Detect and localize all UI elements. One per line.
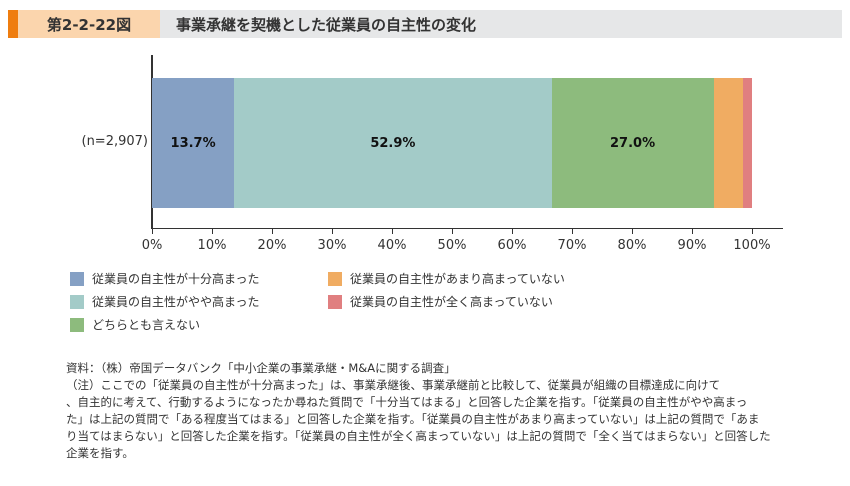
legend-label: 従業員の自主性があまり高まっていない	[350, 272, 565, 286]
note-line: （注）ここでの「従業員の自主性が十分高まった」は、事業承継後、事業承継前と比較し…	[66, 378, 721, 392]
data-label: 52.9%	[370, 135, 416, 151]
legend-swatch	[70, 317, 84, 332]
x-tick-label: 70%	[557, 238, 587, 253]
x-tick	[272, 228, 273, 234]
bar-segment: 52.9%	[234, 78, 552, 208]
figure-number: 第2-2-22図	[18, 10, 160, 38]
legend-label: 従業員の自主性がやや高まった	[92, 295, 260, 309]
x-tick-label: 0%	[141, 238, 163, 253]
legend-swatch	[70, 271, 84, 286]
legend-label: どちらとも言えない	[92, 318, 201, 332]
x-tick	[332, 228, 333, 234]
legend-item: 従業員の自主性が十分高まった	[70, 270, 260, 287]
note-line: 企業を指す。	[66, 446, 134, 460]
x-axis	[151, 228, 783, 229]
legend-item: どちらとも言えない	[70, 316, 200, 333]
x-tick-label: 10%	[197, 238, 227, 253]
x-tick	[212, 228, 213, 234]
legend-label: 従業員の自主性が全く高まっていない	[350, 295, 553, 309]
category-label: (n=2,907)	[81, 134, 149, 149]
x-tick-label: 30%	[317, 238, 347, 253]
bar-segment	[713, 78, 743, 208]
note-line: 資料：（株）帝国データバンク「中小企業の事業承継・M&Aに関する調査」	[66, 361, 456, 375]
legend-swatch	[328, 271, 342, 286]
stacked-bar: 13.7% 52.9% 27.0%	[152, 78, 752, 208]
x-tick-label: 90%	[677, 238, 707, 253]
x-tick	[692, 228, 693, 234]
source-notes: 資料：（株）帝国データバンク「中小企業の事業承継・M&Aに関する調査」 （注）ここ…	[66, 360, 786, 462]
x-tick	[452, 228, 453, 234]
legend-swatch	[70, 294, 84, 309]
legend-item: 従業員の自主性がやや高まった	[70, 293, 260, 310]
legend-item: 従業員の自主性が全く高まっていない	[328, 293, 553, 310]
legend-label: 従業員の自主性が十分高まった	[92, 272, 260, 286]
note-line: 、自主的に考えて、行動するようになったか尋ねた質問で「十分当てはまる」と回答した…	[66, 395, 748, 409]
x-tick-label: 50%	[437, 238, 467, 253]
bar-segment: 13.7%	[152, 78, 235, 208]
x-tick	[152, 228, 153, 234]
x-tick-label: 20%	[257, 238, 287, 253]
x-tick	[752, 228, 753, 234]
x-tick-label: 40%	[377, 238, 407, 253]
data-label: 13.7%	[170, 135, 216, 151]
x-tick-label: 100%	[733, 238, 771, 253]
figure-header: 第2-2-22図 事業承継を契機とした従業員の自主性の変化	[8, 10, 842, 38]
chart-legend: 従業員の自主性が十分高まった 従業員の自主性がやや高まった どちらとも言えない 従業員…	[70, 270, 630, 340]
bar-segment	[742, 78, 752, 208]
x-tick	[632, 228, 633, 234]
note-line: り当てはまらない」と回答した企業を指す。「従業員の自主性が全く高まっていない」は…	[66, 429, 771, 443]
x-tick	[572, 228, 573, 234]
data-label: 27.0%	[610, 135, 656, 151]
note-line: た」は上記の質問で「ある程度当てはまる」と回答した企業を指す。「従業員の自主性が…	[66, 412, 760, 426]
x-tick	[392, 228, 393, 234]
header-accent-bar	[8, 10, 18, 38]
figure-title: 事業承継を契機とした従業員の自主性の変化	[160, 10, 842, 38]
x-tick	[512, 228, 513, 234]
x-tick-label: 60%	[497, 238, 527, 253]
legend-item: 従業員の自主性があまり高まっていない	[328, 270, 565, 287]
bar-segment: 27.0%	[551, 78, 714, 208]
legend-swatch	[328, 294, 342, 309]
x-tick-label: 80%	[617, 238, 647, 253]
